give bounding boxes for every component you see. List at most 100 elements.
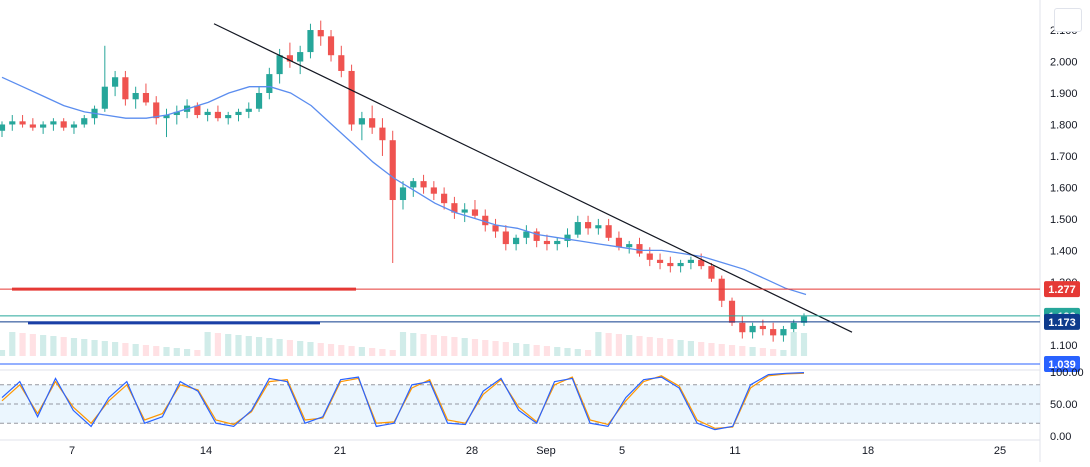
level-badge [1044, 313, 1080, 330]
volume-bar [687, 341, 694, 356]
volume-bar [379, 349, 386, 356]
volume-bar [626, 335, 633, 356]
candle-body [245, 108, 252, 112]
volume-bar [656, 338, 664, 356]
volume-bar [112, 342, 119, 356]
time-tick-label: 21 [334, 445, 346, 457]
price-tick-label: 1.600 [1050, 182, 1078, 194]
candle-body [225, 115, 232, 119]
candle-body [19, 121, 26, 125]
candle-body [502, 231, 509, 245]
volume-bar [317, 343, 324, 356]
candle-body [574, 222, 581, 235]
volume-bar [225, 334, 232, 356]
volume-bar [615, 334, 623, 356]
price-tick-label: 1.100 [1050, 340, 1078, 352]
candle-body [759, 325, 766, 330]
volume-bar [163, 347, 170, 356]
volume-bar [430, 335, 437, 356]
candle-body [276, 55, 283, 75]
candle-body [214, 111, 222, 119]
oscillator-tick-label: 0.00 [1050, 431, 1071, 443]
volume-bar [122, 343, 129, 356]
candle-body [615, 237, 623, 248]
volume-bar [564, 348, 571, 356]
candle-body [677, 262, 684, 267]
volume-bar [636, 336, 643, 356]
volume-bar [584, 350, 592, 356]
volume-bar [70, 338, 78, 356]
volume-bar [420, 334, 427, 356]
volume-bar [29, 334, 36, 356]
candle-body [749, 325, 756, 333]
candle-body [595, 225, 602, 229]
volume-bar [255, 337, 263, 356]
volume-bar [759, 348, 766, 356]
volume-bar [708, 343, 715, 356]
volume-bar [492, 341, 499, 356]
settings-icon[interactable] [1054, 8, 1082, 32]
trendline [213, 23, 853, 333]
candle-body [9, 121, 16, 125]
oscillator-tick-label: 100.00 [1050, 367, 1084, 379]
price-tick-label: 1.900 [1050, 88, 1078, 100]
volume-bar [194, 350, 201, 356]
volume-bar [245, 336, 252, 356]
candle-body [389, 140, 396, 201]
candle-body [81, 118, 88, 125]
oscillator-tick-label: 50.00 [1050, 399, 1078, 411]
volume-bar [389, 350, 396, 356]
candle-body [40, 124, 47, 128]
time-tick-label: 5 [619, 445, 625, 457]
volume-bar [461, 338, 468, 356]
candle-body [533, 231, 540, 241]
candle-body [307, 30, 314, 53]
volume-bar [728, 345, 736, 356]
volume-bar [0, 350, 6, 356]
volume-bar [307, 342, 314, 356]
oscillator-k-line [1, 372, 805, 431]
volume-bar [451, 337, 458, 356]
candle-body [255, 92, 263, 109]
volume-bar [276, 339, 283, 356]
candle-body [800, 316, 808, 323]
price-tick-label: 1.700 [1050, 151, 1078, 163]
candle-body [554, 240, 561, 245]
candle-body [728, 300, 736, 323]
level-badge-label: 1.173 [1048, 317, 1076, 329]
price-tick-label: 1.500 [1050, 214, 1078, 226]
candle-body [60, 121, 67, 128]
volume-bar [543, 346, 551, 356]
candle-body [348, 70, 355, 125]
volume-bar [441, 336, 448, 356]
volume-bar [9, 332, 16, 356]
volume-bar [338, 345, 345, 356]
volume-bar [739, 346, 746, 356]
candle-body [667, 262, 674, 267]
time-tick-label: Sep [536, 445, 556, 457]
time-tick-label: 25 [994, 445, 1006, 457]
volume-bar [348, 346, 355, 356]
candle-body [656, 259, 664, 263]
volume-bar [19, 333, 26, 356]
volume-bar [605, 333, 612, 356]
candle-body [461, 209, 468, 213]
time-tick-label: 7 [69, 445, 75, 457]
volume-bar [204, 332, 211, 356]
candle-body [29, 124, 36, 128]
volume-bar [132, 344, 139, 356]
time-tick-label: 18 [862, 445, 874, 457]
candle-body [698, 259, 705, 267]
volume-bar [173, 348, 180, 356]
candle-body [132, 92, 139, 100]
volume-bar [533, 345, 540, 356]
volume-bar [183, 349, 191, 356]
candle-body [70, 124, 78, 128]
candle-body [0, 124, 6, 131]
time-tick-label: 28 [466, 445, 478, 457]
candle-body [317, 30, 324, 37]
volume-bar [297, 341, 304, 356]
volume-bar [266, 338, 273, 356]
